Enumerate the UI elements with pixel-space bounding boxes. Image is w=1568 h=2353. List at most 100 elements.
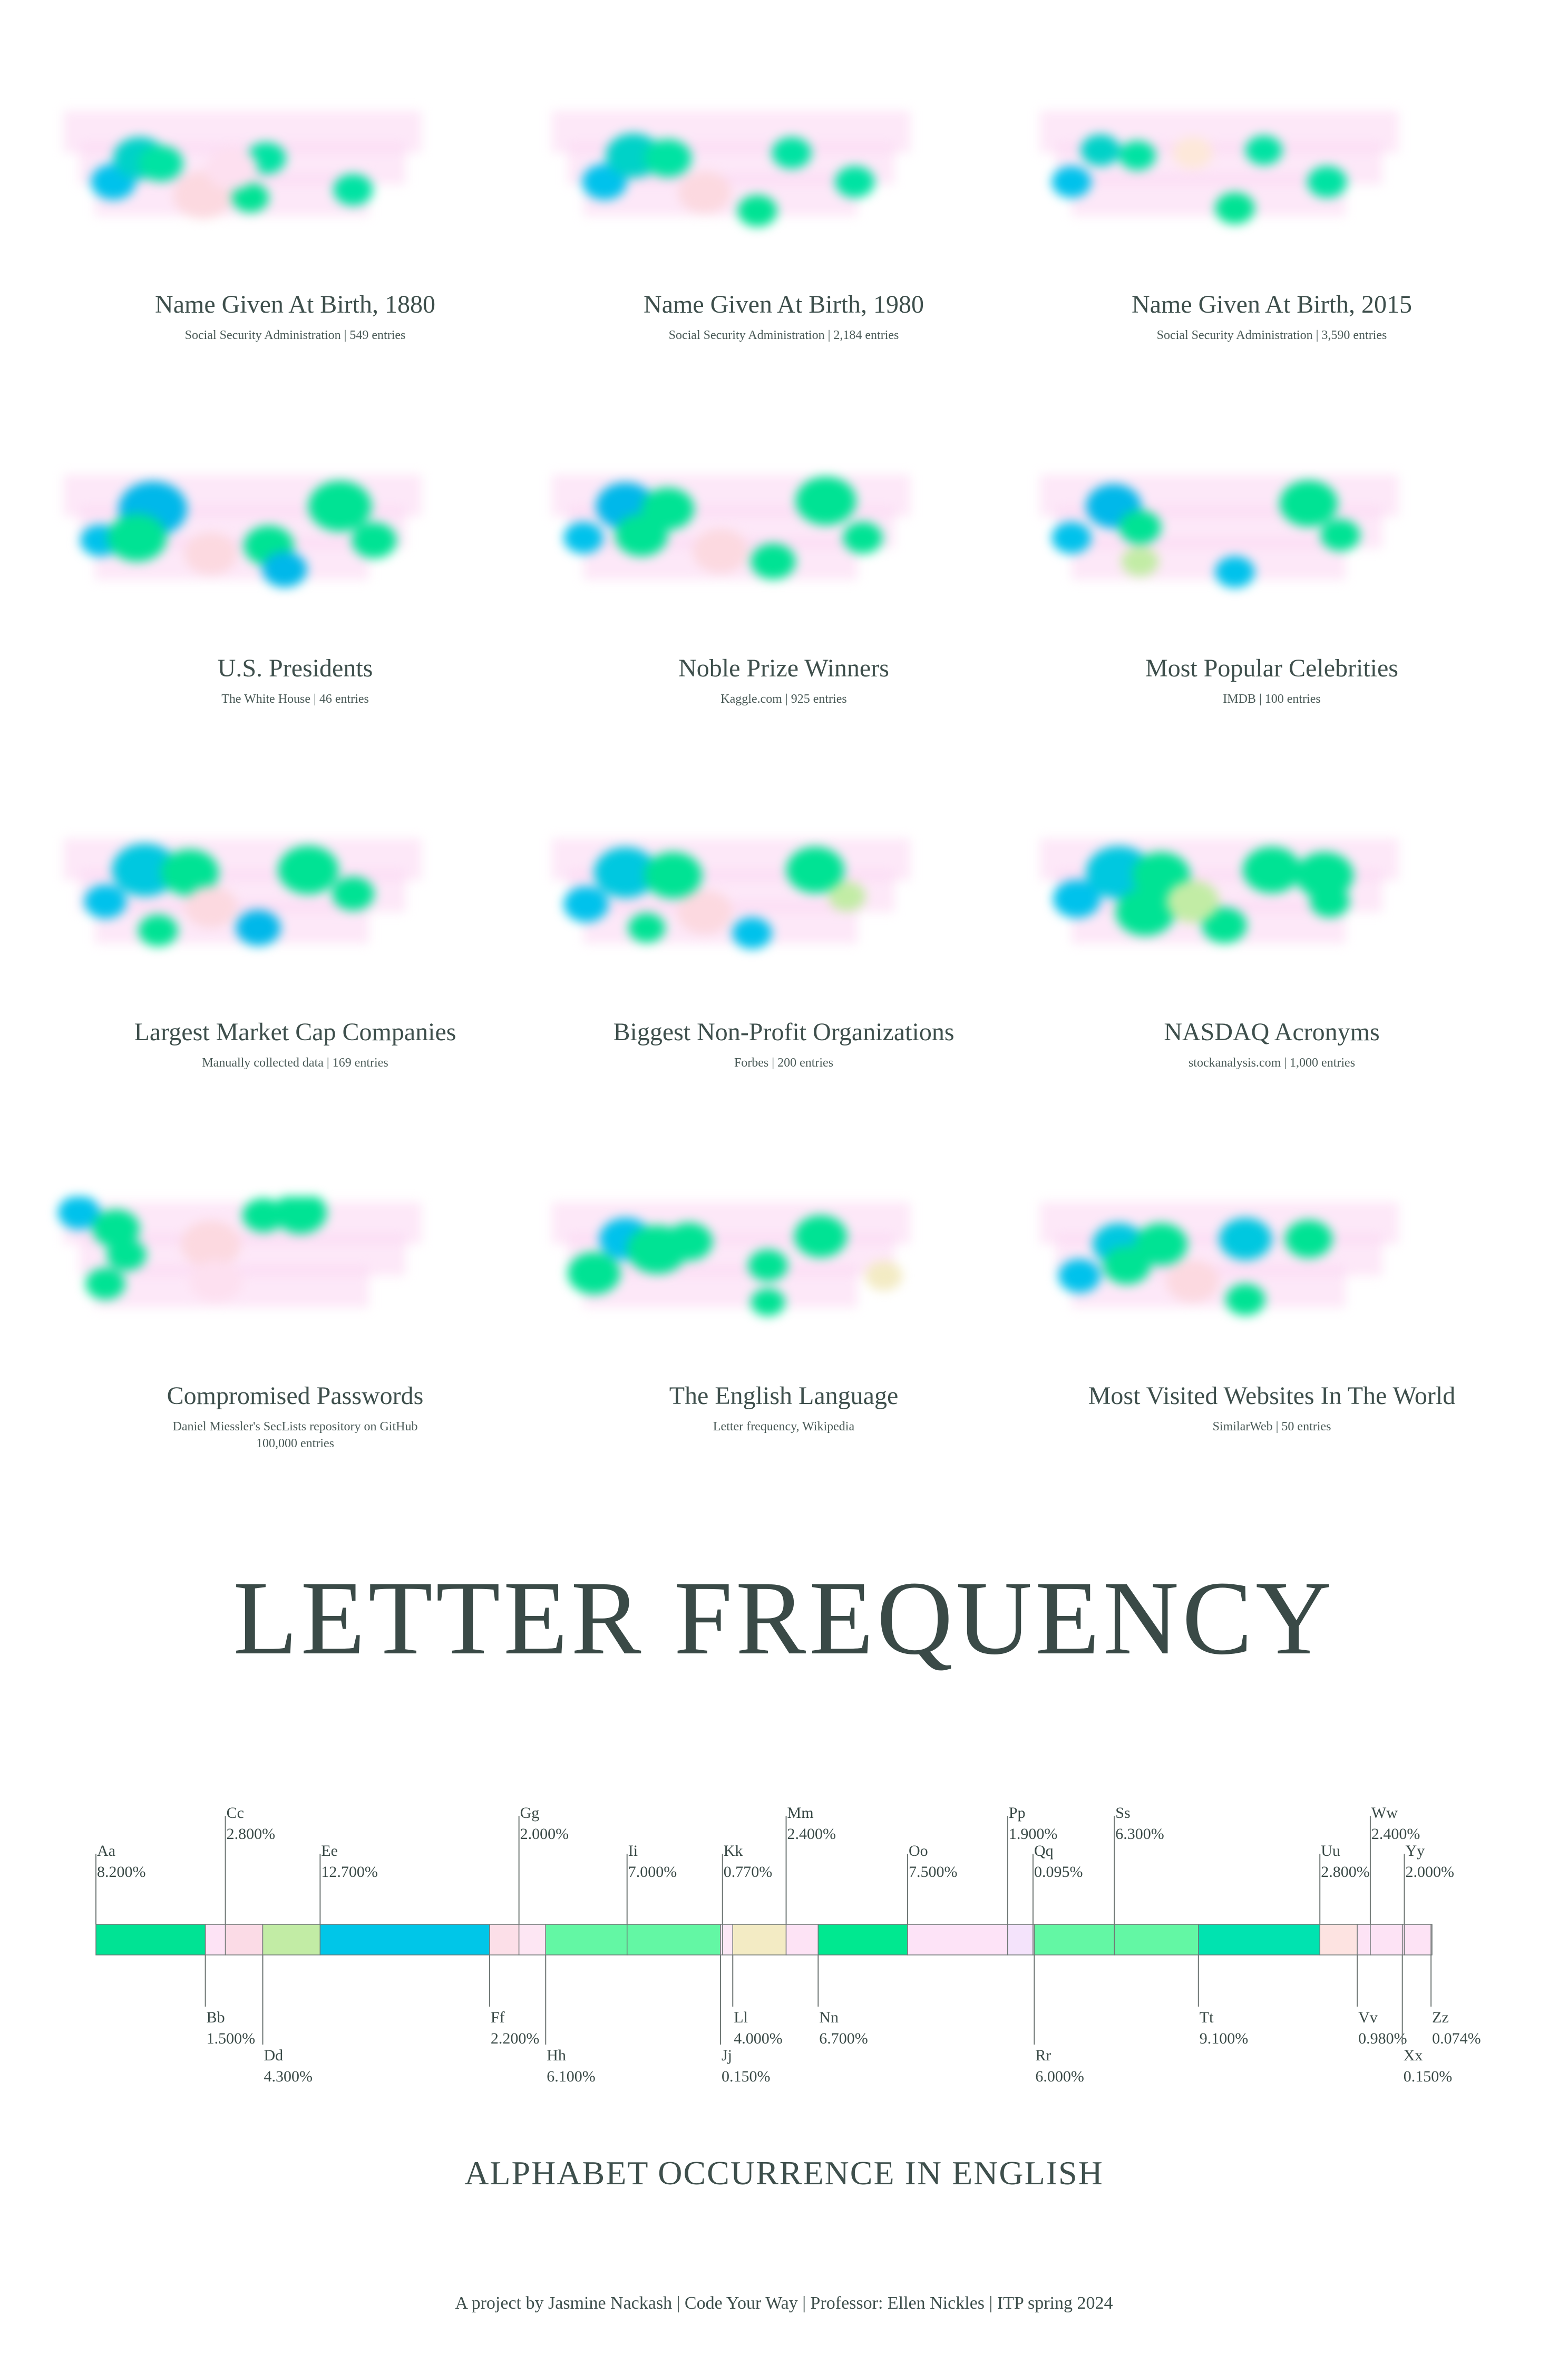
heatmap-blob (594, 847, 657, 898)
heatmap-blob (1115, 888, 1175, 936)
letter-label: Rr (1035, 2047, 1051, 2064)
heatmap-blob (628, 913, 665, 943)
card-title: The English Language (669, 1382, 899, 1410)
percent-label: 6.700% (819, 2030, 868, 2047)
heatmap-blob (112, 844, 178, 896)
letter-label: Gg (520, 1804, 540, 1822)
bar-segment-ff (489, 1924, 520, 1955)
heatmap-card: Name Given At Birth, 1980 Social Security… (547, 105, 1021, 443)
heatmap-blob (568, 1252, 620, 1294)
heatmap-blob (333, 174, 373, 206)
heatmap-blob (206, 148, 258, 190)
keyboard-heatmap (1040, 111, 1398, 224)
card-source: Manually collected data | 169 entries (202, 1056, 388, 1070)
heatmap-blob (751, 544, 796, 579)
keyboard-heatmap (1040, 475, 1398, 588)
letter-label: Nn (819, 2009, 839, 2026)
card-source: The White House | 46 entries (221, 692, 369, 706)
heatmap-blob (794, 1215, 847, 1257)
card-title: Name Given At Birth, 1980 (644, 291, 924, 318)
percent-label: 12.700% (321, 1863, 378, 1881)
heatmap-blob (274, 1197, 327, 1234)
letter-label: Ee (321, 1842, 338, 1860)
letter-label: Yy (1405, 1842, 1425, 1860)
letter-label: Ii (628, 1842, 638, 1860)
percent-label: 2.000% (1405, 1863, 1454, 1881)
letter-label: Aa (97, 1842, 115, 1860)
heatmap-blob (1173, 137, 1213, 169)
heatmap-blob (92, 1209, 140, 1247)
card-title: U.S. Presidents (217, 654, 373, 682)
heatmap-blob (1225, 1284, 1265, 1315)
letter-label: Mm (787, 1804, 814, 1822)
heatmap-blob (1119, 141, 1156, 170)
heatmap-blob (843, 522, 883, 554)
heatmap-blob (106, 1239, 147, 1271)
heatmap-blob (644, 139, 692, 177)
heatmap-blob (1202, 907, 1247, 943)
heatmap-blob (678, 171, 731, 214)
heatmap-card: Name Given At Birth, 1880 Social Security… (58, 105, 532, 443)
heatmap-key-row (583, 1265, 858, 1308)
card-source: Social Security Administration | 3,590 e… (1156, 328, 1387, 342)
bar-segment-rr (1034, 1924, 1115, 1955)
card-source: Kaggle.com | 925 entries (720, 692, 847, 706)
letter-label: Bb (207, 2009, 225, 2026)
letter-frequency-chart: Aa 8.200% Bb 1.500% Cc 2.800% Dd 4.300% Ee 12.700… (95, 1804, 1481, 2085)
letter-label: Ll (734, 2009, 748, 2026)
letter-label: Xx (1404, 2047, 1423, 2064)
heatmap-card: Biggest Non-Profit Organizations Forbes |… (547, 833, 1021, 1170)
percent-label: 2.200% (491, 2030, 540, 2047)
percent-label: 6.100% (547, 2068, 596, 2085)
percent-label: 4.000% (734, 2030, 783, 2047)
heatmap-key-row (1072, 174, 1346, 216)
heatmap-card: NASDAQ Acronyms stockanalysis.com | 1,000… (1035, 833, 1509, 1170)
heatmap-card: Largest Market Cap Companies Manually col… (58, 833, 532, 1170)
percent-label: 8.200% (97, 1863, 146, 1881)
letter-label: Qq (1034, 1842, 1054, 1860)
percent-label: 2.800% (1321, 1863, 1370, 1881)
heatmap-blob (1296, 852, 1353, 898)
heatmap-blob (693, 529, 748, 573)
card-title: Most Popular Celebrities (1145, 654, 1398, 682)
percent-label: 0.770% (724, 1863, 773, 1881)
card-source: Letter frequency, Wikipedia (713, 1420, 855, 1434)
card-title: NASDAQ Acronyms (1164, 1018, 1380, 1046)
heatmap-blob (84, 885, 126, 918)
page-title: LETTER FREQUENCY (233, 1560, 1335, 1677)
heatmap-card: Compromised Passwords Daniel Miessler's S… (58, 1197, 532, 1534)
keyboard-heatmap (552, 838, 910, 949)
heatmap-blob (865, 1261, 902, 1291)
heatmap-blob (1219, 1218, 1272, 1260)
keyboard-heatmap (552, 111, 910, 227)
heatmap-blob (181, 1221, 241, 1268)
percent-label: 2.400% (787, 1825, 836, 1843)
card-source: Social Security Administration | 549 ent… (184, 328, 406, 342)
bar-segment-kk (722, 1924, 734, 1955)
bar-segment-aa (95, 1924, 206, 1955)
heatmap-blob (795, 477, 856, 525)
bar-segment-oo (907, 1924, 1008, 1955)
percent-label: 7.000% (628, 1863, 677, 1881)
bar-segment-dd (262, 1924, 321, 1955)
letter-label: Uu (1321, 1842, 1340, 1860)
heatmap-blob (1135, 1223, 1187, 1265)
credits: A project by Jasmine Nackash | Code Your… (455, 2293, 1113, 2313)
heatmap-blob (1280, 480, 1338, 527)
keyboard-heatmap (58, 1197, 422, 1308)
heatmap-blob (107, 514, 167, 561)
letter-label: Ww (1371, 1804, 1398, 1822)
heatmap-blob (1103, 1246, 1151, 1284)
letter-label: Dd (264, 2047, 283, 2064)
percent-label: 0.074% (1432, 2030, 1481, 2047)
heatmap-blob (161, 849, 219, 896)
letter-label: Kk (724, 1842, 743, 1860)
card-source: Social Security Administration | 2,184 e… (668, 328, 899, 342)
heatmap-blob (748, 1250, 788, 1281)
letter-label: Oo (909, 1842, 928, 1860)
bar-segment-ll (732, 1924, 787, 1955)
heatmap-blob (582, 164, 627, 200)
heatmap-blob (563, 522, 603, 554)
bar-segment-bb (204, 1924, 226, 1955)
heatmap-blob (1166, 1260, 1219, 1302)
